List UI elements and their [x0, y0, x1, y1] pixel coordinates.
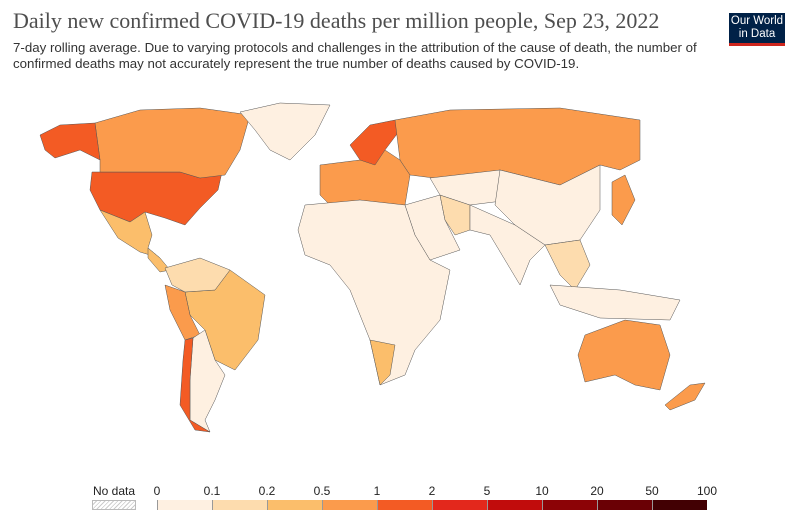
- legend-tick-label: 10: [535, 484, 549, 498]
- region-southeast-asia[interactable]: [544, 239, 591, 291]
- region-greenland[interactable]: [239, 102, 331, 161]
- legend-tick-label: 2: [428, 484, 436, 498]
- region-australia[interactable]: [577, 319, 671, 391]
- legend-bin[interactable]: [597, 500, 652, 510]
- legend-tick-label: 0.2: [258, 484, 276, 498]
- chart-subtitle: 7-day rolling average. Due to varying pr…: [13, 40, 697, 71]
- legend-tick-label: 0.5: [313, 484, 331, 498]
- region-alaska[interactable]: [39, 122, 101, 161]
- legend-tick-label: 20: [590, 484, 604, 498]
- world-map: [39, 102, 706, 433]
- region-scandinavia[interactable]: [349, 119, 401, 166]
- region-southern-africa[interactable]: [369, 339, 396, 386]
- legend-tick-label: 1: [373, 484, 381, 498]
- region-new-zealand[interactable]: [664, 382, 706, 411]
- legend-bin[interactable]: [542, 500, 597, 510]
- legend-bin[interactable]: [377, 500, 432, 510]
- legend-bin[interactable]: [652, 500, 707, 510]
- region-canada[interactable]: [94, 107, 251, 179]
- legend-tick-label: 5: [483, 484, 491, 498]
- chart-title: Daily new confirmed COVID-19 deaths per …: [13, 8, 660, 33]
- region-indonesia[interactable]: [549, 284, 681, 321]
- legend-bin[interactable]: [487, 500, 542, 510]
- region-russia[interactable]: [394, 107, 641, 186]
- legend-tick-label: 0.1: [203, 484, 221, 498]
- legend-bin[interactable]: [432, 500, 487, 510]
- legend-tick-label: 100: [696, 484, 718, 498]
- owid-logo[interactable]: Our World in Data: [729, 13, 785, 46]
- region-central-asia[interactable]: [429, 169, 511, 206]
- legend-tick-label: 0: [153, 484, 161, 498]
- region-central-america[interactable]: [147, 247, 171, 273]
- no-data-label: No data: [93, 484, 136, 498]
- region-chile[interactable]: [179, 337, 211, 433]
- region-india[interactable]: [469, 204, 546, 286]
- legend-bin[interactable]: [267, 500, 322, 510]
- legend-tick-label: 50: [645, 484, 659, 498]
- region-northern-south-america[interactable]: [164, 257, 231, 293]
- no-data-swatch: [92, 500, 136, 510]
- legend-bar: [157, 500, 707, 510]
- legend-bin[interactable]: [212, 500, 267, 510]
- legend-bin[interactable]: [157, 500, 212, 510]
- region-japan[interactable]: [611, 174, 636, 226]
- legend-bin[interactable]: [322, 500, 377, 510]
